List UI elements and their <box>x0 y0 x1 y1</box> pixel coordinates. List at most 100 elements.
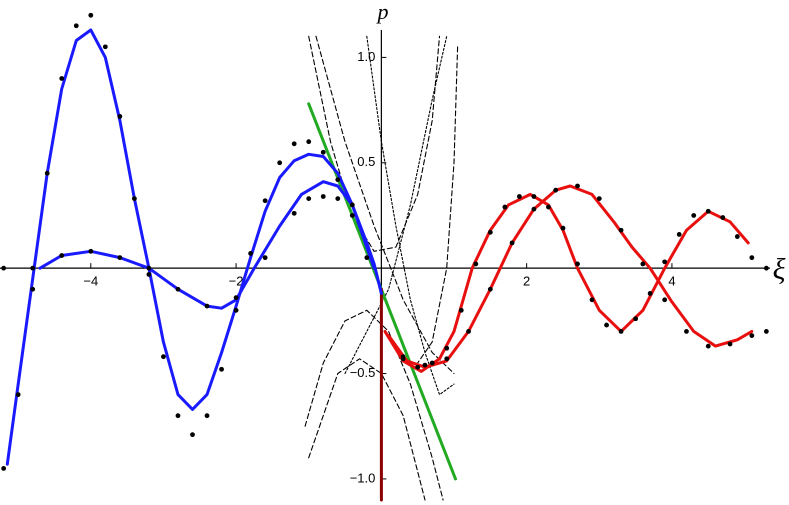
data-point <box>458 307 464 313</box>
data-point <box>429 360 435 366</box>
data-point <box>763 328 769 334</box>
data-point <box>59 253 65 258</box>
data-point <box>219 366 224 372</box>
data-point <box>30 286 36 292</box>
data-point <box>509 240 515 246</box>
data-point <box>1 265 7 271</box>
data-point <box>1 465 7 471</box>
data-point <box>117 114 123 119</box>
data-point <box>320 194 326 199</box>
data-point <box>400 356 406 362</box>
data-point <box>705 208 711 214</box>
data-point <box>175 413 181 419</box>
data-point <box>676 232 682 237</box>
data-point <box>487 229 493 235</box>
data-point <box>604 322 609 328</box>
data-point <box>720 215 726 220</box>
data-point <box>349 202 355 208</box>
y-tick-label: −0.5 <box>350 365 376 380</box>
x-tick-label: 2 <box>523 274 530 289</box>
y-tick-label: −1.0 <box>350 470 376 485</box>
data-point <box>415 364 421 370</box>
data-point <box>691 213 697 218</box>
data-point <box>146 272 152 277</box>
data-point <box>466 328 471 334</box>
data-point <box>487 286 493 292</box>
data-point <box>88 248 94 254</box>
data-point <box>618 227 624 233</box>
data-point <box>705 343 711 349</box>
curve <box>304 309 444 501</box>
data-point <box>473 261 479 267</box>
data-point <box>684 328 689 334</box>
data-point <box>531 194 537 199</box>
data-point <box>575 261 580 267</box>
data-point <box>204 303 210 309</box>
data-point <box>204 413 210 419</box>
data-point <box>291 141 297 147</box>
data-point <box>146 265 152 271</box>
curve <box>417 46 459 364</box>
data-point <box>262 198 268 204</box>
data-point <box>73 23 79 29</box>
data-point <box>306 139 312 145</box>
data-point <box>117 255 123 261</box>
data-point <box>320 149 326 155</box>
data-point <box>531 206 537 212</box>
data-point <box>749 333 755 339</box>
data-point <box>763 265 769 271</box>
data-point <box>560 225 566 231</box>
data-point <box>161 354 166 360</box>
data-point <box>640 261 646 267</box>
data-point <box>727 341 733 347</box>
y-tick-label: 1.0 <box>357 49 375 64</box>
curve <box>308 35 441 252</box>
data-point <box>364 255 370 261</box>
data-point <box>553 187 559 193</box>
curve <box>366 35 455 396</box>
data-point <box>277 160 283 166</box>
data-point <box>516 194 522 199</box>
data-point <box>749 255 755 261</box>
data-point <box>306 196 312 202</box>
data-point <box>618 328 624 334</box>
data-point <box>589 297 595 303</box>
y-tick-label: 0.5 <box>357 154 375 169</box>
data-point <box>662 259 668 265</box>
y-axis-label: p <box>376 0 389 24</box>
data-point <box>175 286 181 292</box>
data-point <box>444 345 450 351</box>
curve <box>38 180 383 310</box>
data-point <box>102 44 108 50</box>
data-point <box>30 265 36 271</box>
data-point <box>190 432 195 438</box>
data-point <box>131 196 137 202</box>
data-point <box>734 234 740 239</box>
data-point <box>15 392 21 398</box>
curve <box>383 192 750 373</box>
data-point <box>647 291 653 296</box>
data-point <box>633 316 639 322</box>
curve <box>315 35 455 375</box>
data-point <box>88 12 94 18</box>
x-tick-label: −4 <box>83 274 98 289</box>
curve <box>344 35 448 375</box>
data-point <box>335 196 341 202</box>
data-point <box>59 76 65 81</box>
data-point <box>575 183 580 189</box>
data-point <box>233 307 239 313</box>
data-point <box>349 213 355 218</box>
data-point <box>596 196 602 202</box>
x-axis-label: ξ <box>773 253 786 286</box>
data-point <box>248 251 254 256</box>
data-point <box>546 204 551 210</box>
data-point <box>262 255 268 261</box>
data-point <box>44 170 50 176</box>
data-point <box>422 362 428 368</box>
curve <box>387 184 754 369</box>
data-point <box>233 295 239 301</box>
data-point <box>335 177 341 183</box>
x-tick-label: −2 <box>229 274 244 289</box>
curve <box>308 358 426 501</box>
